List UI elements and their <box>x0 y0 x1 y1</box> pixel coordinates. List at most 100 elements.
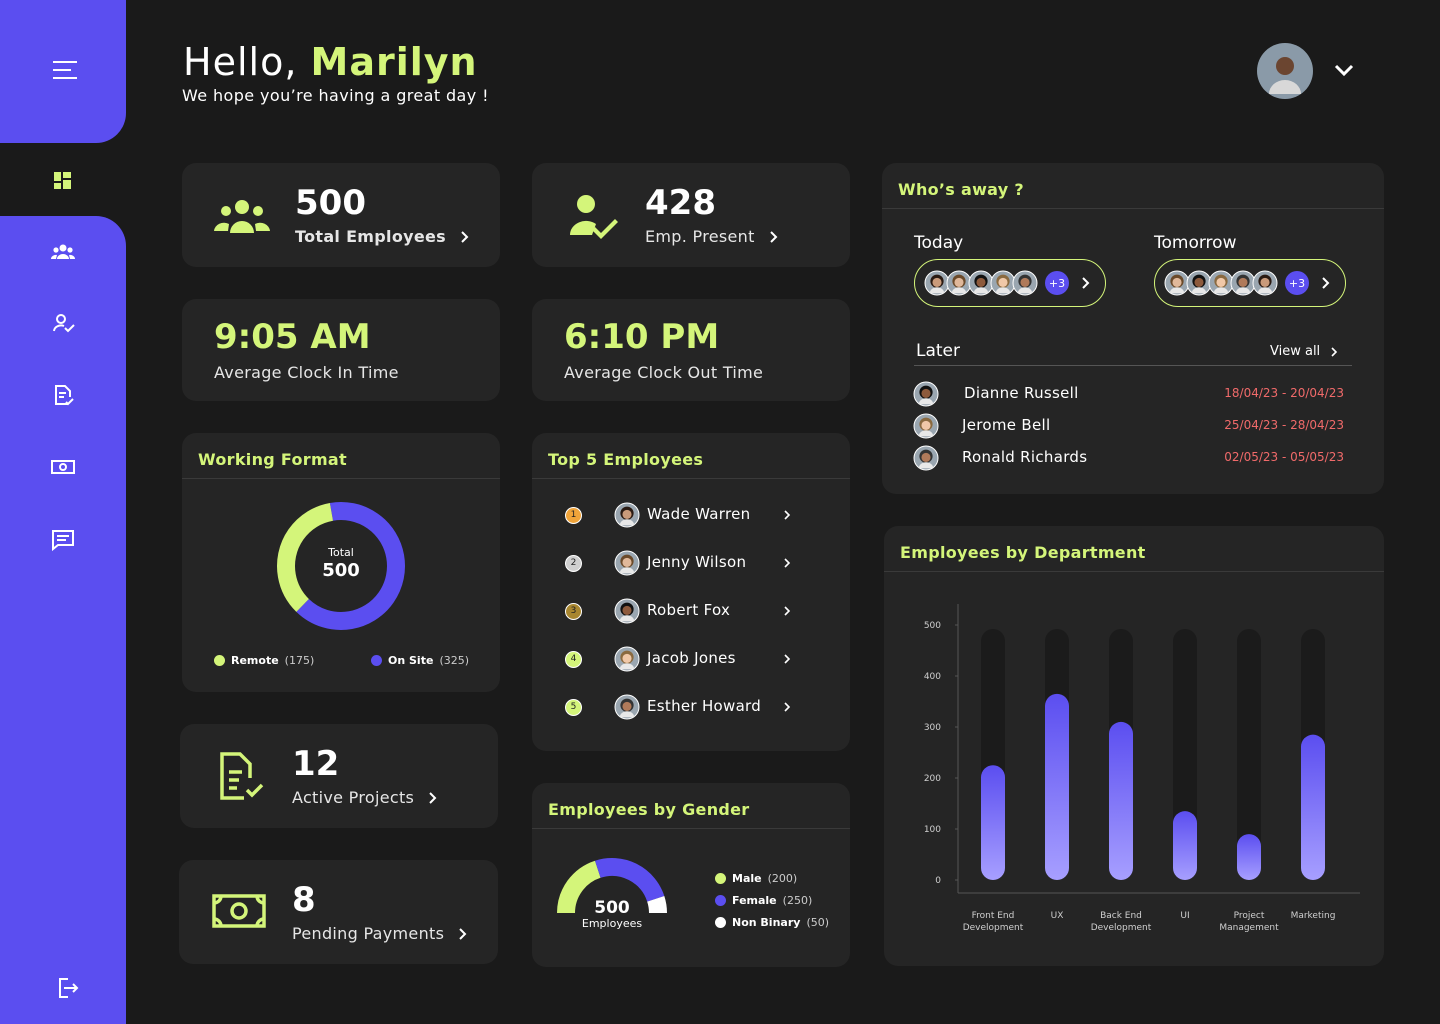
employees-icon[interactable] <box>50 244 76 260</box>
bar <box>981 765 1005 880</box>
sidebar-icons <box>50 61 79 998</box>
legend-item: Remote (175) <box>214 654 314 667</box>
stat-label-text: Emp. Present <box>645 227 755 246</box>
stat-label-text: Active Projects <box>292 788 415 807</box>
legend-value: (50) <box>806 915 830 929</box>
stat-label: Total Employees <box>295 227 470 246</box>
avatar-face <box>1194 277 1204 287</box>
legend-item: On Site (325) <box>371 654 469 667</box>
avatar <box>913 413 939 439</box>
y-tick-label: 400 <box>924 672 941 682</box>
messages-icon[interactable] <box>52 530 74 552</box>
avatar-face <box>622 701 632 711</box>
avatar <box>614 598 640 624</box>
avatar-face <box>1172 277 1182 287</box>
avatar-body <box>619 519 635 526</box>
y-tick-label: 500 <box>924 621 941 631</box>
chevron[interactable] <box>783 557 791 569</box>
more-badge <box>1045 271 1069 295</box>
stat-card[interactable]: 8 Pending Payments <box>179 860 498 964</box>
legend-name: On Site <box>388 654 434 667</box>
view-all-text[interactable]: View all <box>1270 344 1321 359</box>
avatar-face <box>1238 277 1248 287</box>
legend: Remote (175) On Site (325) <box>214 654 494 670</box>
chevron[interactable] <box>460 230 470 244</box>
divider <box>532 478 850 479</box>
payments-icon[interactable] <box>51 460 75 474</box>
chevron[interactable] <box>428 791 438 805</box>
avatar-face <box>1276 57 1294 75</box>
employee-name: Wade Warren <box>647 505 751 523</box>
stat-label-text: Total Employees <box>295 227 446 246</box>
divider <box>532 828 850 829</box>
avatar-face <box>1260 277 1270 287</box>
projects-icon[interactable] <box>55 385 74 406</box>
stat-value: 9:05 AM <box>214 317 371 357</box>
card-title: Employees by Department <box>900 543 1146 562</box>
chevron-path <box>784 558 791 568</box>
rank-badge: 4 <box>565 651 582 668</box>
avatar <box>1230 270 1256 296</box>
chevron[interactable] <box>783 605 791 617</box>
stat-label: Pending Payments <box>292 924 468 943</box>
divider <box>914 365 1352 366</box>
avatar-body <box>918 430 934 437</box>
chevron[interactable] <box>769 230 779 244</box>
away-name: Ronald Richards <box>962 448 1088 466</box>
employee-avatar <box>614 598 640 624</box>
avatar-pill[interactable]: +3 <box>1154 259 1346 307</box>
legend-dot <box>715 916 726 928</box>
legend-value: (200) <box>767 871 798 885</box>
greeting-name: Marilyn <box>310 40 478 84</box>
rank-badge: 2 <box>565 555 582 572</box>
avatar-body <box>918 398 934 405</box>
chevron[interactable] <box>783 653 791 665</box>
avatar <box>968 270 994 296</box>
legend-item: Non Binary (50) <box>715 911 845 933</box>
stat-value: 12 <box>292 744 340 784</box>
more-badge <box>1285 271 1309 295</box>
chevron[interactable] <box>458 927 468 941</box>
avatar-body <box>619 711 635 718</box>
stat-card: 9:05 AM Average Clock In Time <box>182 299 500 401</box>
bar <box>1109 721 1133 880</box>
stat-card[interactable]: 428 Emp. Present <box>532 163 850 267</box>
chevron[interactable] <box>1330 346 1338 358</box>
chevron-path <box>1322 277 1330 289</box>
sidebar-top <box>0 0 126 143</box>
greeting-subtitle: We hope you’re having a great day ! <box>182 86 489 105</box>
employees-icon <box>214 200 270 233</box>
avatar <box>1012 270 1038 296</box>
legend-item: Female (250) <box>715 889 845 911</box>
avatar-pill[interactable]: +3 <box>914 259 1106 307</box>
employee-avatar <box>614 550 640 576</box>
legend-value: (250) <box>782 893 813 907</box>
legend-item: Male (200) <box>715 867 845 889</box>
x-tick-label: Front End Development <box>962 911 1024 933</box>
chevron[interactable] <box>783 509 791 521</box>
avatar-face <box>976 277 986 287</box>
attendance-icon[interactable] <box>53 314 75 333</box>
stat-card[interactable]: 500 Total Employees <box>182 163 500 267</box>
legend-name: Female <box>732 893 777 907</box>
logout-icon[interactable] <box>59 978 79 998</box>
avatar <box>946 270 972 296</box>
dashboard-icon[interactable] <box>54 172 71 189</box>
menu-icon[interactable] <box>53 61 77 79</box>
divider <box>882 208 1384 209</box>
bar-track <box>1237 629 1261 880</box>
legend-value: (325) <box>439 654 470 667</box>
chevron[interactable] <box>783 701 791 713</box>
x-tick-label: Marketing <box>1290 911 1336 921</box>
profile[interactable] <box>1255 42 1365 102</box>
avatar-body <box>929 287 945 294</box>
gender-chart: 500 Employees <box>557 858 667 930</box>
avatar-face <box>954 277 964 287</box>
stat-card[interactable]: 12 Active Projects <box>180 724 498 828</box>
avatar-body <box>619 663 635 670</box>
projects-icon <box>220 752 264 800</box>
view-all[interactable]: View all <box>1270 344 1338 359</box>
profile-chevron[interactable] <box>1334 64 1354 77</box>
stat-label: Emp. Present <box>645 227 779 246</box>
bar <box>1301 734 1325 880</box>
